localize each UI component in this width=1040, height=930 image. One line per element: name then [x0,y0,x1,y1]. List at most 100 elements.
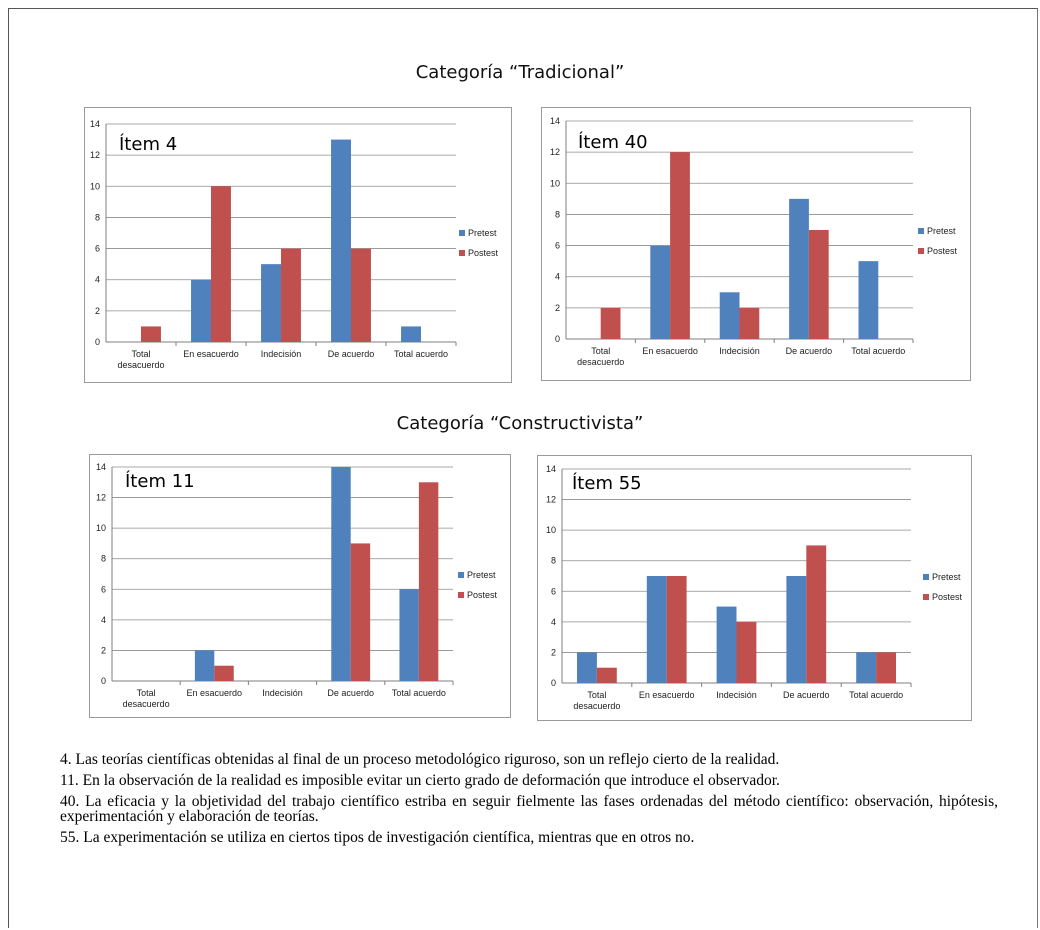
x-category-label: De acuerdo [783,690,830,700]
bar-postest-4 [808,230,829,339]
chart-item-55-svg: 0 2 4 6 8 10 12 14 Total desacuerdo En esacuerdo In… [546,464,963,711]
chart-item-11-svg: 0 2 4 6 8 10 12 14 Total desacuerdo En esacuerdo In… [96,462,498,709]
bar-postest-1 [141,326,161,342]
legend-swatch-pretest [918,228,924,234]
bar-pretest-4 [331,139,351,342]
x-category-label: De acuerdo [786,346,833,356]
bar-pretest-1 [577,652,597,683]
bar-pretest-2 [194,650,215,681]
bar-pretest-5 [399,589,419,681]
y-tick-label: 4 [555,272,560,282]
legend-label-postest: Postest [467,590,498,600]
x-category-label: Total acuerdo [392,688,446,698]
bar-pretest-2 [650,245,671,339]
bar-postest-2 [666,576,687,683]
bar-postest-1 [600,307,621,339]
y-tick-label: 12 [546,495,556,505]
bar-postest-4 [351,248,371,342]
y-tick-label: 2 [555,303,560,313]
bar-pretest-4 [331,467,351,681]
legend-swatch-pretest [923,574,929,580]
x-category-label: En esacuerdo [187,688,243,698]
x-category-label: En esacuerdo [642,346,698,356]
y-tick-label: 10 [546,525,556,535]
legend-label-postest: Postest [927,246,958,256]
y-tick-label: 14 [550,116,560,126]
x-category-label: Indecisión [262,688,303,698]
bar-postest-1 [596,667,617,683]
bar-postest-2 [214,665,234,681]
x-category-label: Total desacuerdo [123,688,170,709]
bar-pretest-5 [401,326,421,342]
y-tick-label: 0 [551,678,556,688]
y-tick-label: 2 [101,645,106,655]
bar-pretest-3 [716,606,737,683]
note-item-40: 40. La eficacia y la objetividad del tra… [60,793,998,825]
bar-pretest-4 [789,198,809,339]
bar-postest-5 [418,482,439,681]
x-category-label: Total desacuerdo [577,346,624,367]
bar-pretest-5 [856,652,877,683]
bar-postest-2 [670,152,690,339]
bar-postest-2 [211,186,231,342]
y-tick-label: 0 [101,676,106,686]
x-category-label: Total desacuerdo [573,690,620,711]
bar-postest-3 [281,248,301,342]
y-tick-label: 6 [551,586,556,596]
section-title-traditional: Categoría “Tradicional” [415,62,625,83]
legend-swatch-pretest [459,230,465,236]
y-tick-label: 10 [96,523,106,533]
note-item-55: 55. La experimentación se utiliza en cie… [60,829,695,846]
x-category-label: En esacuerdo [183,349,239,359]
x-category-label: Total acuerdo [849,690,903,700]
y-tick-label: 14 [96,462,106,472]
chart-title: Ítem 55 [572,472,642,494]
x-category-label: Total acuerdo [394,349,448,359]
bar-postest-4 [350,543,371,681]
y-tick-label: 4 [551,617,556,627]
x-category-label: Indecisión [719,346,760,356]
x-category-label: Total acuerdo [851,346,905,356]
legend-label-pretest: Pretest [468,228,497,238]
bar-pretest-3 [719,292,740,339]
bar-postest-4 [806,545,827,683]
y-tick-label: 0 [555,334,560,344]
chart-item-4-svg: 0 2 4 6 8 10 12 14 Total desacuerdo En esacuerdo In… [90,119,499,370]
chart-item-40: 0 2 4 6 8 10 12 14 Total desacuerdo En esacuerdo In… [541,107,971,381]
x-category-label: En esacuerdo [639,690,695,700]
x-category-label: De acuerdo [327,688,374,698]
x-category-label: De acuerdo [328,349,375,359]
bar-pretest-4 [786,576,807,683]
y-tick-label: 8 [551,556,556,566]
y-tick-label: 6 [555,241,560,251]
note-item-4: 4. Las teorías científicas obtenidas al … [60,751,780,768]
bar-pretest-5 [858,261,879,339]
bar-postest-5 [876,652,896,683]
x-category-label: Indecisión [261,349,302,359]
legend-swatch-pretest [458,572,464,578]
bar-pretest-2 [646,576,667,683]
chart-item-11: 0 2 4 6 8 10 12 14 Total desacuerdo En esacuerdo In… [89,454,511,718]
y-tick-label: 10 [90,181,100,191]
legend-swatch-postest [458,592,464,598]
legend-label-postest: Postest [468,248,499,258]
y-tick-label: 8 [101,554,106,564]
y-tick-label: 2 [95,306,100,316]
y-tick-label: 6 [101,584,106,594]
bar-pretest-2 [191,279,211,342]
chart-item-40-svg: 0 2 4 6 8 10 12 14 Total desacuerdo En esacuerdo In… [550,116,958,367]
legend-label-pretest: Pretest [932,572,961,582]
chart-item-4: 0 2 4 6 8 10 12 14 Total desacuerdo En esacuerdo In… [84,107,512,383]
bar-pretest-3 [261,264,281,342]
y-tick-label: 10 [550,178,560,188]
legend-label-pretest: Pretest [927,226,956,236]
y-tick-label: 0 [95,337,100,347]
section-title-constructivist: Categoría “Constructivista” [396,413,644,434]
legend-label-pretest: Pretest [467,570,496,580]
x-category-label: Total desacuerdo [117,349,164,370]
y-tick-label: 14 [546,464,556,474]
y-tick-label: 8 [95,212,100,222]
y-tick-label: 6 [95,244,100,254]
legend-swatch-postest [923,594,929,600]
y-tick-label: 4 [95,275,100,285]
